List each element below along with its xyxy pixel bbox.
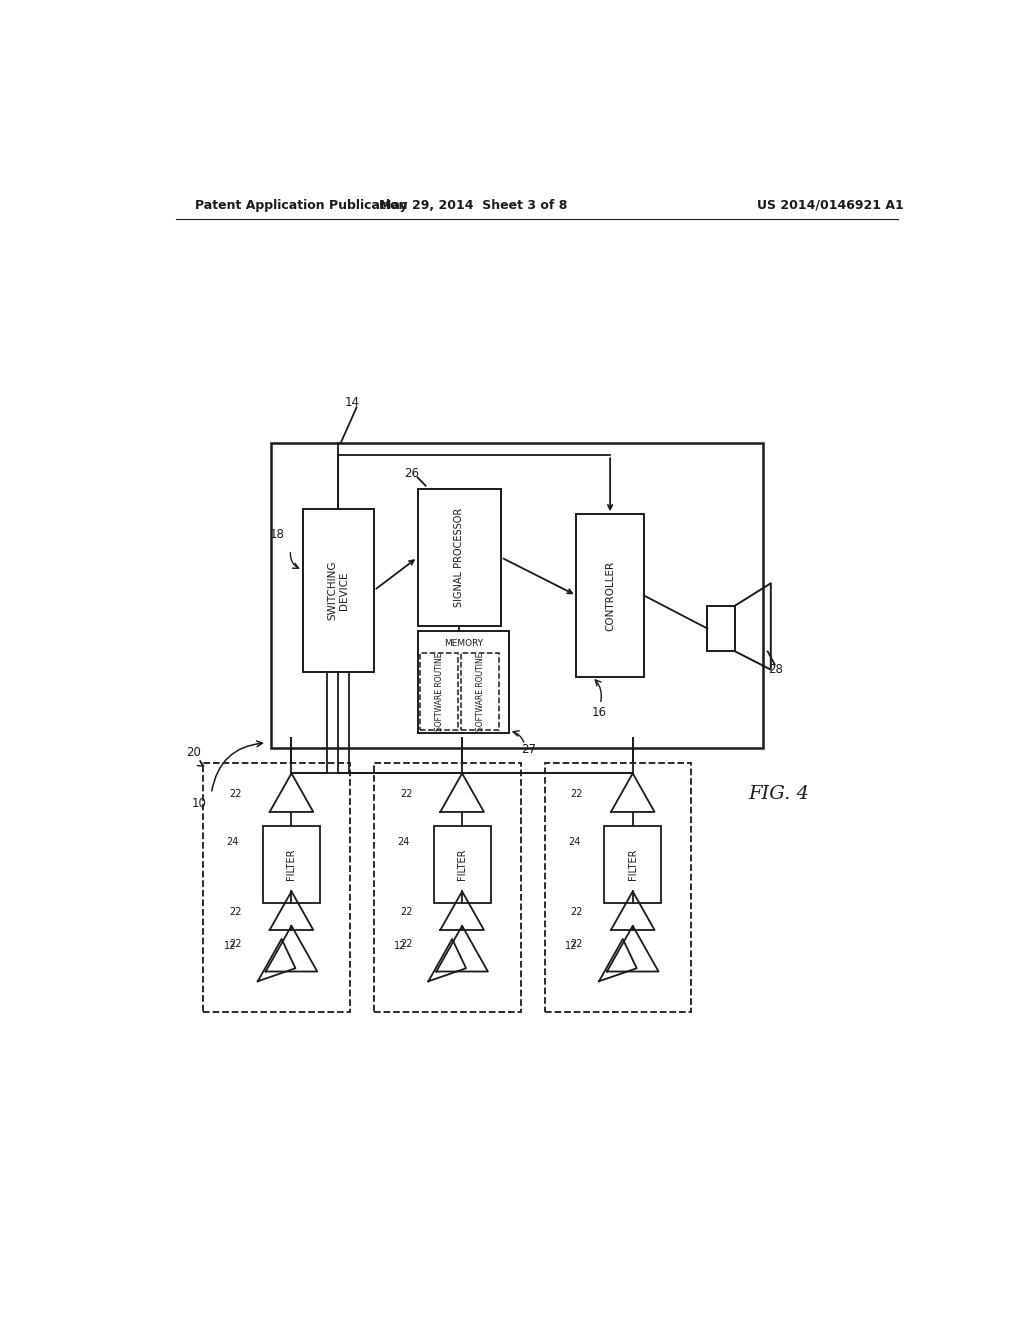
FancyBboxPatch shape [204, 763, 350, 1012]
FancyBboxPatch shape [303, 510, 374, 672]
Text: 22: 22 [229, 940, 242, 949]
Text: 22: 22 [229, 907, 242, 916]
Text: 16: 16 [592, 706, 607, 719]
Text: 26: 26 [404, 467, 420, 480]
Text: 12: 12 [223, 941, 236, 952]
Text: Patent Application Publication: Patent Application Publication [196, 198, 408, 211]
Text: 12: 12 [565, 941, 578, 952]
Text: FIG. 4: FIG. 4 [749, 784, 809, 803]
Text: 22: 22 [570, 788, 584, 799]
Text: 14: 14 [344, 396, 359, 409]
FancyBboxPatch shape [604, 826, 662, 903]
FancyBboxPatch shape [577, 515, 644, 677]
Text: US 2014/0146921 A1: US 2014/0146921 A1 [757, 198, 904, 211]
Text: SIGNAL PROCESSOR: SIGNAL PROCESSOR [455, 508, 464, 607]
FancyBboxPatch shape [420, 653, 458, 730]
Text: 22: 22 [229, 788, 242, 799]
FancyBboxPatch shape [418, 631, 509, 733]
Text: CONTROLLER: CONTROLLER [605, 561, 615, 631]
FancyBboxPatch shape [270, 444, 763, 748]
FancyBboxPatch shape [433, 826, 490, 903]
Text: 22: 22 [400, 940, 413, 949]
FancyBboxPatch shape [461, 653, 500, 730]
Text: SWITCHING
DEVICE: SWITCHING DEVICE [328, 561, 349, 620]
Text: 27: 27 [521, 743, 537, 756]
FancyBboxPatch shape [263, 826, 321, 903]
Text: 22: 22 [570, 907, 584, 916]
FancyBboxPatch shape [708, 606, 735, 651]
Text: 24: 24 [226, 837, 239, 846]
Text: 24: 24 [568, 837, 581, 846]
Text: SOFTWARE ROUTINE: SOFTWARE ROUTINE [476, 652, 484, 731]
Text: 10: 10 [191, 797, 207, 810]
Text: 28: 28 [768, 663, 783, 676]
Text: 22: 22 [400, 788, 413, 799]
Text: 22: 22 [400, 907, 413, 916]
Text: MEMORY: MEMORY [443, 639, 483, 648]
Text: 12: 12 [394, 941, 407, 952]
Text: 24: 24 [397, 837, 410, 846]
FancyBboxPatch shape [418, 488, 501, 626]
Text: May 29, 2014  Sheet 3 of 8: May 29, 2014 Sheet 3 of 8 [379, 198, 567, 211]
Text: SOFTWARE ROUTINE: SOFTWARE ROUTINE [434, 652, 443, 731]
Text: FILTER: FILTER [287, 849, 297, 880]
FancyBboxPatch shape [545, 763, 691, 1012]
Text: 22: 22 [570, 940, 584, 949]
Text: FILTER: FILTER [628, 849, 638, 880]
Text: 18: 18 [269, 528, 285, 541]
Text: FILTER: FILTER [457, 849, 467, 880]
FancyBboxPatch shape [374, 763, 521, 1012]
Text: 20: 20 [186, 747, 202, 759]
